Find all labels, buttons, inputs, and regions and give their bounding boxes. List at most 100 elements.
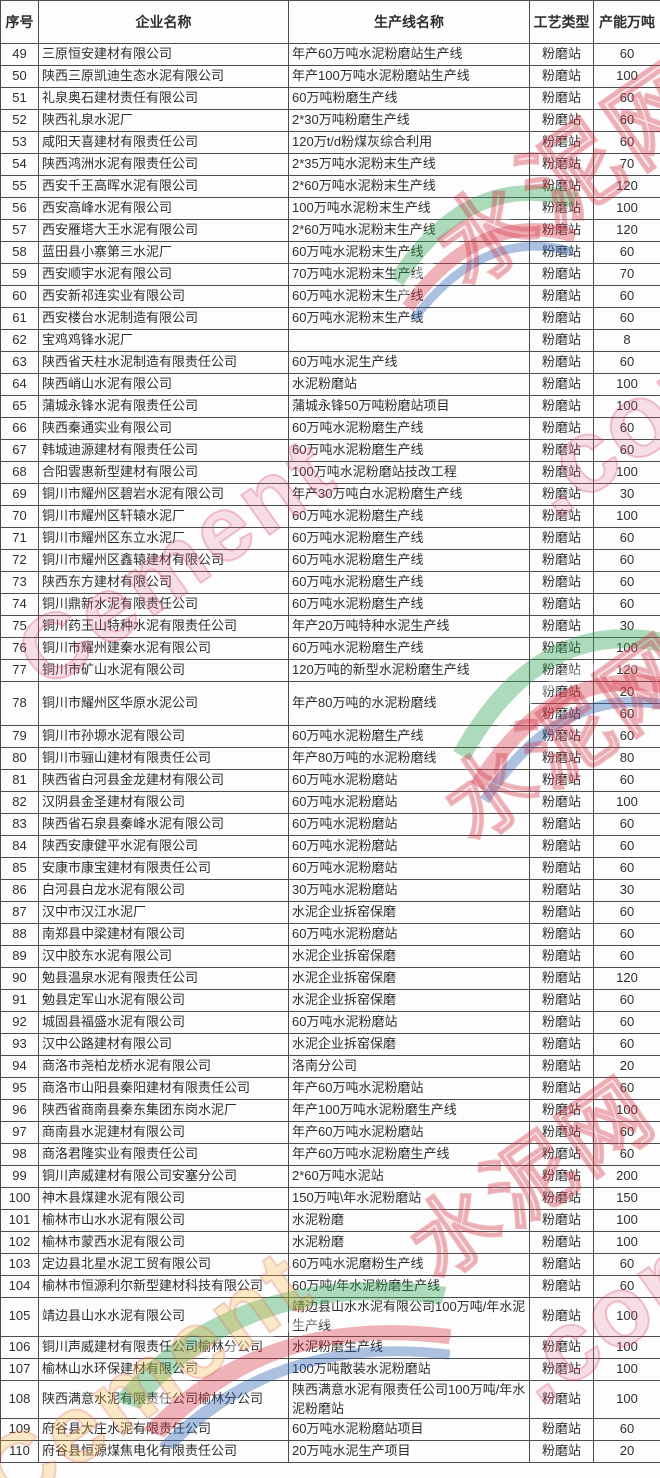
line-cell: 水泥企业拆窑保磨 xyxy=(288,1033,530,1056)
line-cell: 水泥粉磨生产线 xyxy=(288,1335,530,1359)
line-cell: 60万吨水泥粉磨生产线 xyxy=(288,549,530,572)
capacity-cell: 60 xyxy=(593,1143,660,1166)
company-cell: 榆林市蒙西水泥有限公司 xyxy=(38,1231,289,1254)
company-cell: 铜川市耀州区碧岩水泥有限公司 xyxy=(38,483,289,506)
company-cell: 蓝田县小寨第三水泥厂 xyxy=(38,241,289,264)
line-cell: 60万吨水泥粉磨站 xyxy=(288,813,530,836)
col-header-company: 企业名称 xyxy=(38,0,289,44)
type-cell: 粉磨站 xyxy=(529,615,594,638)
table-row: 104 榆林市恒源利尔新型建材科技有限公司 60万吨/年水泥粉磨生产线 粉磨站 60 xyxy=(0,1275,660,1298)
capacity-cell: 60 xyxy=(593,571,660,594)
type-cell: 粉磨站 xyxy=(529,1121,594,1144)
table-row: 89 汉中胶东水泥有限公司 水泥企业拆窑保磨 粉磨站 60 xyxy=(0,945,660,968)
serial-cell: 83 xyxy=(0,813,39,836)
line-cell: 年产80万吨的水泥粉磨线 xyxy=(288,747,530,770)
serial-cell: 90 xyxy=(0,967,39,990)
line-cell: 60万吨水泥粉末生产线 xyxy=(288,285,530,308)
serial-cell: 66 xyxy=(0,417,39,440)
capacity-cell: 100 xyxy=(593,1335,660,1359)
type-cell: 粉磨站 xyxy=(529,285,594,308)
serial-cell: 72 xyxy=(0,549,39,572)
capacity-cell: 60 xyxy=(593,1418,660,1442)
type-cell: 粉磨站 xyxy=(529,131,594,154)
capacity-cell: 20 xyxy=(593,1055,660,1078)
table-row: 74 铜川鼎新水泥有限责任公司 60万吨水泥粉磨生产线 粉磨站 60 xyxy=(0,593,660,616)
serial-cell: 104 xyxy=(0,1275,39,1298)
company-cell: 礼泉奥石建材责任有限公司 xyxy=(38,87,289,110)
table-row: 98 商洛君隆实业有限责任公司 年产60万吨水泥粉磨生产线 粉磨站 60 xyxy=(0,1143,660,1166)
company-cell: 陕西秦通实业有限公司 xyxy=(38,417,289,440)
company-cell: 西安雁塔大王水泥有限公司 xyxy=(38,219,289,242)
line-cell: 年产100万吨水泥粉磨站生产线 xyxy=(288,65,530,88)
line-cell: 100万吨散装水泥粉磨站 xyxy=(288,1357,530,1381)
table-row: 92 城固县福盛水泥有限公司 60万吨水泥粉磨站 粉磨站 60 xyxy=(0,1011,660,1034)
capacity-cell: 100 xyxy=(593,1379,660,1420)
table-row: 110 府谷县恒源煤焦电化有限责任公司 20万吨水泥生产项目 粉磨站 20 xyxy=(0,1440,660,1464)
table-row: 77 铜川市矿山水泥有限公司 120万吨的新型水泥粉磨生产线 粉磨站 120 xyxy=(0,659,660,682)
serial-cell: 88 xyxy=(0,923,39,946)
table-row: 84 陕西安康健平水泥有限公司 60万吨水泥粉磨站 粉磨站 60 xyxy=(0,835,660,858)
table-row: 86 白河县白龙水泥有限公司 30万吨水泥粉磨站 粉磨站 30 xyxy=(0,879,660,902)
table-row: 95 商洛市山阳县秦阳建材有限责任公司 年产60万吨水泥粉磨站 粉磨站 60 xyxy=(0,1077,660,1100)
type-cell: 粉磨站 xyxy=(529,659,594,682)
table-row: 107 榆林山水环保建材有限公司 100万吨散装水泥粉磨站 粉磨站 100 xyxy=(0,1357,660,1381)
table-row: 67 韩城迪源建材有限责任公司 60万吨水泥粉磨生产线 粉磨站 60 xyxy=(0,439,660,462)
type-cell: 粉磨站 xyxy=(529,351,594,374)
line-cell: 60万吨水泥粉磨生产线 xyxy=(288,637,530,660)
capacity-cell: 60 xyxy=(593,1253,660,1276)
capacity-cell: 100 xyxy=(593,1357,660,1381)
company-cell: 蒲城永锋水泥有限责任公司 xyxy=(38,395,289,418)
table-row: 76 铜川市耀州建秦水泥有限公司 60万吨水泥粉磨生产线 粉磨站 100 xyxy=(0,637,660,660)
line-cell: 水泥企业拆窑保磨 xyxy=(288,901,530,924)
capacity-cell: 60 xyxy=(593,769,660,792)
table-row: 88 南郑县中梁建材有限公司 60万吨水泥粉磨站 粉磨站 60 xyxy=(0,923,660,946)
line-cell: 2*30万吨粉磨生产线 xyxy=(288,109,530,132)
table-row: 50 陕西三原凯迪生态水泥有限公司 年产100万吨水泥粉磨站生产线 粉磨站 100 xyxy=(0,65,660,88)
table-row: 57 西安雁塔大王水泥有限公司 2*60万吨水泥粉末生产线 粉磨站 120 xyxy=(0,219,660,242)
serial-cell: 51 xyxy=(0,87,39,110)
capacity-cell: 120 xyxy=(593,967,660,990)
table-row: 101 榆林市山水水泥有限公司 水泥粉磨 粉磨站 100 xyxy=(0,1209,660,1232)
serial-cell: 98 xyxy=(0,1143,39,1166)
serial-cell: 58 xyxy=(0,241,39,264)
company-cell: 靖边县山水水泥有限公司 xyxy=(38,1297,289,1337)
line-cell: 年产60万吨水泥粉磨站生产线 xyxy=(288,43,530,66)
line-cell: 水泥粉磨 xyxy=(288,1231,530,1254)
line-cell: 60万吨粉磨生产线 xyxy=(288,87,530,110)
table-row: 80 铜川市骊山建材有限责任公司 年产80万吨的水泥粉磨线 粉磨站 80 xyxy=(0,747,660,770)
table-row: 91 勉县定军山水泥有限公司 水泥企业拆窑保磨 粉磨站 60 xyxy=(0,989,660,1012)
company-cell: 铜川声威建材有限责任公司榆林分公司 xyxy=(38,1335,289,1359)
capacity-cell: 100 xyxy=(593,395,660,418)
capacity-cell: 100 xyxy=(593,1099,660,1122)
table-row: 103 定边县北星水泥工贸有限公司 60万吨水泥磨粉生产线 粉磨站 60 xyxy=(0,1253,660,1276)
line-cell: 洛南分公司 xyxy=(288,1055,530,1078)
capacity-cell: 60 xyxy=(593,593,660,616)
table-row: 66 陕西秦通实业有限公司 60万吨水泥粉磨生产线 粉磨站 60 xyxy=(0,417,660,440)
serial-cell: 85 xyxy=(0,857,39,880)
type-cell: 粉磨站 xyxy=(529,1055,594,1078)
line-cell: 年产80万吨的水泥粉磨线 xyxy=(288,681,530,726)
type-cell: 粉磨站 xyxy=(529,1297,594,1337)
serial-cell: 82 xyxy=(0,791,39,814)
capacity-cell: 60 xyxy=(593,813,660,836)
serial-cell: 61 xyxy=(0,307,39,330)
capacity-cell: 60 xyxy=(593,307,660,330)
table-row: 105 靖边县山水水泥有限公司 靖边县山水水泥有限公司100万吨/年水泥生产线 粉磨站… xyxy=(0,1297,660,1337)
company-cell: 铜川鼎新水泥有限责任公司 xyxy=(38,593,289,616)
serial-cell: 80 xyxy=(0,747,39,770)
capacity-cell: 60 xyxy=(593,1033,660,1056)
serial-cell: 103 xyxy=(0,1253,39,1276)
capacity-cell: 60 xyxy=(593,439,660,462)
capacity-cell: 30 xyxy=(593,879,660,902)
type-cell: 粉磨站 xyxy=(529,395,594,418)
capacity-cell: 120 xyxy=(593,219,660,242)
capacity-cell: 100 xyxy=(593,461,660,484)
type-cell: 粉磨站 xyxy=(529,65,594,88)
company-cell: 安康市康宝建材有限责任公司 xyxy=(38,857,289,880)
type-cell: 粉磨站 xyxy=(529,857,594,880)
company-cell: 汉中胶东水泥有限公司 xyxy=(38,945,289,968)
type-cell: 粉磨站 xyxy=(529,527,594,550)
line-cell: 60万吨水泥粉磨站 xyxy=(288,1011,530,1034)
type-cell: 粉磨站 xyxy=(529,483,594,506)
company-cell: 南郑县中梁建材有限公司 xyxy=(38,923,289,946)
